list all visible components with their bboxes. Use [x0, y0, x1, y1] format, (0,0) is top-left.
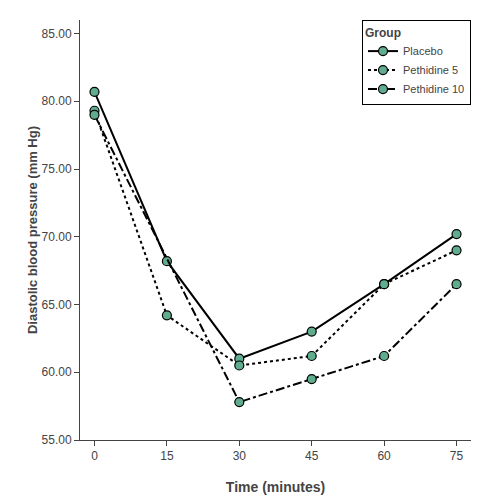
svg-text:80.00: 80.00	[42, 94, 72, 108]
svg-text:15: 15	[160, 449, 174, 463]
svg-text:Placebo: Placebo	[403, 45, 443, 57]
svg-text:75.00: 75.00	[42, 162, 72, 176]
svg-text:Pethidine 5: Pethidine 5	[403, 64, 458, 76]
svg-text:Pethidine 10: Pethidine 10	[403, 83, 464, 95]
svg-text:85.00: 85.00	[42, 27, 72, 41]
svg-text:65.00: 65.00	[42, 298, 72, 312]
svg-text:70.00: 70.00	[42, 230, 72, 244]
svg-text:45: 45	[305, 449, 319, 463]
svg-text:30: 30	[233, 449, 247, 463]
svg-text:60: 60	[377, 449, 391, 463]
svg-text:Group: Group	[365, 26, 401, 40]
svg-text:0: 0	[91, 449, 98, 463]
svg-text:55.00: 55.00	[42, 433, 72, 447]
svg-text:Time (minutes): Time (minutes)	[226, 479, 325, 495]
svg-text:75: 75	[450, 449, 464, 463]
svg-text:60.00: 60.00	[42, 365, 72, 379]
svg-text:Diastolic blood pressure (mm H: Diastolic blood pressure (mm Hg)	[25, 126, 40, 334]
